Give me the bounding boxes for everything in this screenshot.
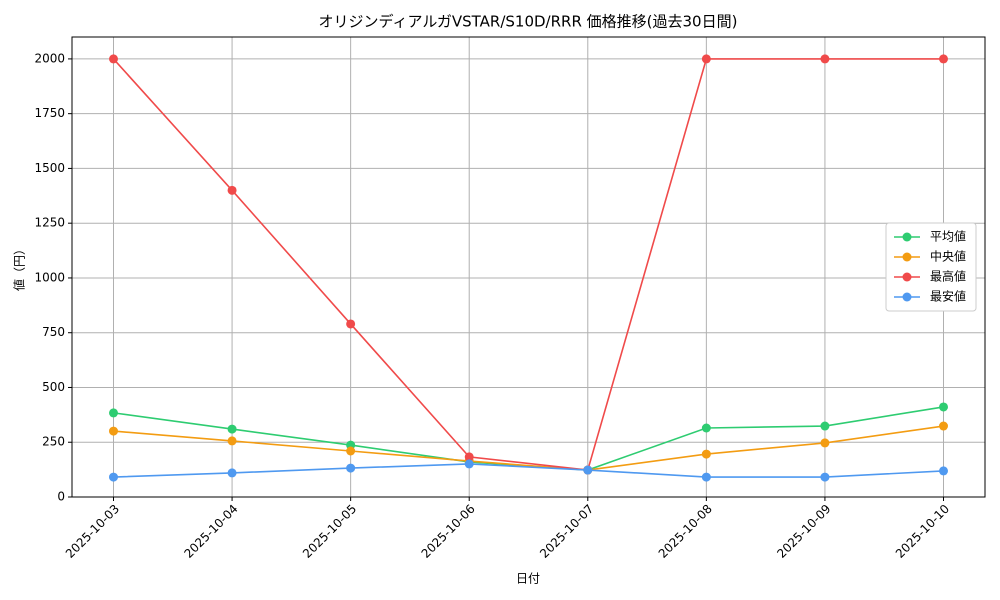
series-line (112, 58, 944, 471)
x-tick-label: 2025-10-10 (893, 502, 952, 561)
data-point (701, 449, 711, 459)
data-point (109, 426, 118, 436)
data-point (939, 421, 948, 431)
y-tick-label: 2000 (34, 51, 65, 65)
y-tick-label: 1000 (34, 270, 65, 284)
data-point (464, 452, 474, 462)
data-point (701, 54, 711, 64)
y-tick-label: 500 (42, 380, 65, 394)
y-axis-label: 値（円） (12, 243, 27, 291)
y-tick-label: 750 (42, 325, 65, 339)
data-point (109, 472, 118, 482)
data-point (820, 54, 830, 64)
data-point (820, 438, 830, 448)
data-point (109, 408, 118, 418)
data-point (227, 436, 237, 446)
y-tick-label: 250 (42, 435, 65, 449)
data-point (346, 446, 356, 456)
data-point (109, 54, 118, 64)
data-point (939, 54, 948, 64)
x-tick-label: 2025-10-07 (537, 502, 596, 561)
x-tick-label: 2025-10-04 (181, 502, 240, 561)
legend-marker (902, 292, 912, 302)
series-line (113, 406, 944, 471)
data-point (227, 424, 237, 434)
legend-label: 最高値 (930, 269, 966, 284)
x-tick-label: 2025-10-03 (63, 502, 122, 561)
x-tick-label: 2025-10-06 (419, 502, 478, 561)
data-point (820, 472, 830, 482)
chart-title: オリジンディアルガVSTAR/S10D/RRR 価格推移(過去30日間) (319, 13, 738, 31)
data-point (227, 185, 237, 195)
y-tick-label: 1750 (34, 106, 65, 120)
plot-frame (71, 36, 986, 498)
data-point (701, 472, 711, 482)
data-point (701, 423, 711, 433)
series-line (113, 463, 944, 478)
legend-label: 平均値 (930, 229, 966, 244)
x-tick-label: 2025-10-05 (300, 502, 359, 561)
x-tick-label: 2025-10-09 (774, 502, 833, 561)
data-point (939, 466, 948, 476)
x-axis-label: 日付 (516, 572, 540, 586)
data-point (939, 402, 948, 412)
legend-marker (902, 232, 912, 242)
legend-label: 中央値 (930, 249, 966, 264)
legend-marker (902, 252, 912, 262)
legend-marker (902, 272, 912, 282)
series-line (113, 425, 944, 471)
y-tick-label: 1250 (34, 216, 65, 230)
data-point (820, 421, 830, 431)
legend-label: 最安値 (930, 289, 966, 304)
data-point (227, 468, 237, 478)
data-point (346, 319, 356, 329)
data-point (464, 459, 474, 469)
data-point (583, 465, 593, 475)
legend-box (885, 222, 977, 312)
data-point (346, 463, 356, 473)
y-tick-label: 1500 (34, 161, 65, 175)
x-tick-label: 2025-10-08 (656, 502, 715, 561)
y-tick-label: 0 (57, 490, 65, 504)
